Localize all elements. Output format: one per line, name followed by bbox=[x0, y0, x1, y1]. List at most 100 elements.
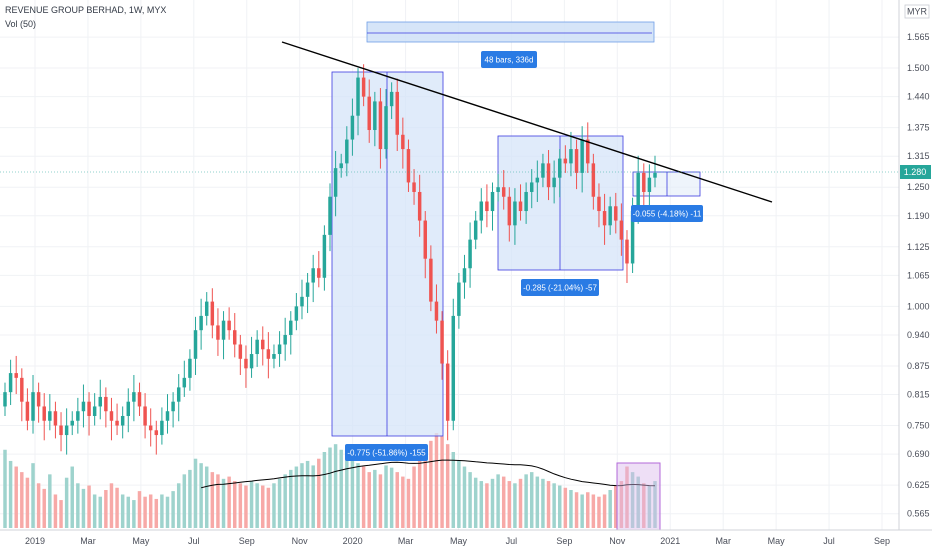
candle-body bbox=[81, 401, 86, 412]
candle-body bbox=[529, 182, 534, 192]
volume-bar bbox=[614, 485, 618, 528]
candle-body bbox=[221, 320, 226, 340]
volume-bar bbox=[266, 487, 271, 528]
price-tick-label: 1.375 bbox=[907, 123, 930, 133]
volume-bar bbox=[42, 488, 46, 528]
volume-bar bbox=[25, 477, 30, 528]
candle-body bbox=[36, 392, 41, 407]
candle-body bbox=[328, 196, 332, 235]
volume-bar bbox=[546, 481, 551, 528]
volume-bar bbox=[322, 452, 327, 528]
candle-body bbox=[642, 172, 646, 192]
candle-body bbox=[423, 220, 427, 259]
candle-body bbox=[266, 349, 271, 359]
price-tick-label: 0.625 bbox=[907, 480, 930, 490]
volume-bar bbox=[367, 472, 371, 528]
candle-body bbox=[238, 344, 243, 359]
price-tick-label: 0.750 bbox=[907, 421, 930, 431]
price-tick-label: 1.190 bbox=[907, 211, 930, 221]
range-label-2: -0.285 (-21.04%) -57 bbox=[521, 279, 599, 296]
candle-body bbox=[289, 320, 293, 335]
volume-bar bbox=[3, 449, 7, 528]
date-range-box[interactable] bbox=[366, 21, 655, 43]
volume-bar bbox=[496, 474, 500, 528]
volume-bar bbox=[283, 474, 287, 528]
volume-bar bbox=[350, 460, 355, 528]
volume-bar bbox=[574, 492, 579, 528]
volume-bar bbox=[143, 496, 147, 528]
candle-body bbox=[451, 315, 456, 421]
volume-bar bbox=[188, 469, 192, 528]
candle-body bbox=[255, 339, 259, 355]
candle-body bbox=[647, 177, 652, 192]
price-tick-label: 0.875 bbox=[907, 361, 930, 371]
trend-line[interactable] bbox=[281, 41, 773, 203]
volume-bar bbox=[361, 466, 366, 528]
volume-bar bbox=[440, 436, 444, 528]
candle-body bbox=[614, 206, 618, 221]
candle-body bbox=[602, 211, 607, 226]
time-tick-label: Mar bbox=[398, 536, 414, 546]
symbol-title: REVENUE GROUP BERHAD, 1W, MYX bbox=[5, 5, 166, 15]
time-tick-label: Mar bbox=[80, 536, 96, 546]
volume-indicator-title: Vol (50) bbox=[5, 19, 36, 29]
grid-lines bbox=[0, 0, 899, 530]
volume-bar bbox=[485, 483, 489, 528]
candle-body bbox=[490, 191, 495, 212]
candle-body bbox=[311, 268, 315, 283]
volume-bar bbox=[160, 494, 164, 528]
volume-bar bbox=[518, 478, 523, 528]
candle-body bbox=[608, 206, 612, 226]
volume-bar bbox=[451, 452, 456, 528]
volume-bar bbox=[294, 466, 299, 528]
last-price-text: 1.280 bbox=[904, 167, 927, 177]
candle-body bbox=[277, 344, 282, 355]
volume-bar bbox=[210, 472, 215, 528]
candle-body bbox=[569, 149, 573, 164]
candle-body bbox=[92, 406, 97, 416]
time-tick-label: 2021 bbox=[660, 536, 680, 546]
volume-bar bbox=[490, 478, 495, 528]
candle-body bbox=[395, 91, 399, 135]
candle-body bbox=[20, 377, 24, 402]
candle-body bbox=[339, 163, 343, 169]
range-measurements[interactable] bbox=[331, 21, 701, 437]
volume-bar bbox=[457, 460, 461, 528]
price-axis[interactable]: 1.565 1.500 1.440 1.375 1.315 1.250 1.190 1.125… bbox=[907, 32, 930, 519]
currency-box bbox=[904, 4, 930, 19]
candle-body bbox=[440, 320, 444, 364]
time-tick-label: Nov bbox=[292, 536, 309, 546]
time-tick-label: Jul bbox=[506, 536, 518, 546]
volume-highlight-box[interactable] bbox=[616, 462, 661, 531]
time-tick-label: 2020 bbox=[343, 536, 363, 546]
time-axis[interactable]: 2019 Mar May Jul Sep Nov 2020 Mar May Jul Sep Nov 20… bbox=[25, 536, 890, 546]
time-tick-label: 2019 bbox=[25, 536, 45, 546]
price-tick-label: 1.500 bbox=[907, 63, 930, 73]
volume-bar bbox=[513, 483, 517, 528]
volume-bar bbox=[501, 476, 506, 528]
volume-bar bbox=[221, 478, 226, 528]
candle-body bbox=[462, 268, 467, 283]
candle-body bbox=[501, 187, 506, 197]
candle-body bbox=[188, 358, 192, 378]
volume-bar bbox=[642, 483, 646, 528]
time-tick-label: May bbox=[132, 536, 150, 546]
time-tick-label: Sep bbox=[556, 536, 572, 546]
candle-body bbox=[199, 315, 203, 331]
volume-bar bbox=[412, 466, 416, 528]
volume-bar bbox=[81, 488, 86, 528]
volume-bar bbox=[406, 478, 411, 528]
candle-body bbox=[625, 239, 629, 264]
volume-bar bbox=[333, 444, 338, 528]
candle-body bbox=[76, 411, 80, 421]
volume-bar bbox=[468, 472, 472, 528]
volume-bar bbox=[328, 447, 332, 528]
volume-bar bbox=[109, 483, 114, 528]
candle-body bbox=[182, 377, 187, 388]
price-tick-label: 0.690 bbox=[907, 449, 930, 459]
candle-body bbox=[653, 172, 657, 178]
range-label-1: -0.775 (-51.86%) -155 bbox=[345, 444, 428, 461]
time-tick-label: Nov bbox=[609, 536, 626, 546]
candle-body bbox=[59, 425, 63, 436]
